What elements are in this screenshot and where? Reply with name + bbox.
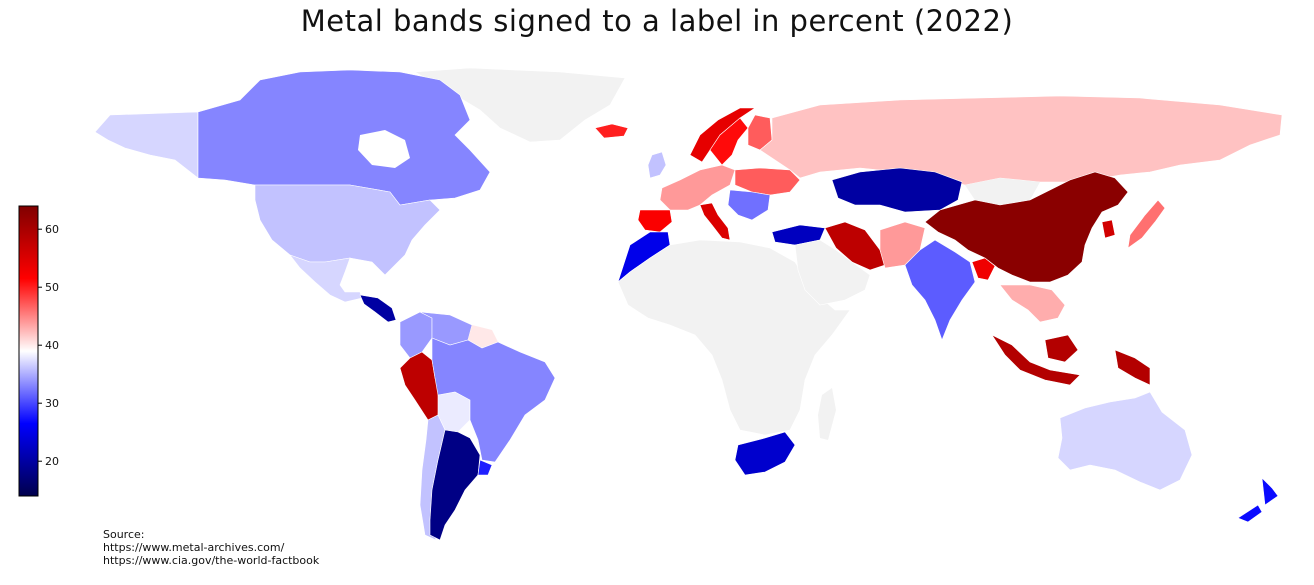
region-uk (647, 151, 667, 179)
source-label: Source: (103, 528, 145, 541)
region-western-europe (659, 164, 736, 211)
region-southeast-asia (999, 284, 1066, 323)
region-balkans (727, 189, 771, 221)
region-guianas (468, 325, 498, 348)
colorbar-gradient (18, 205, 39, 497)
region-bangladesh (971, 257, 996, 281)
region-middle-east (794, 239, 871, 306)
colorbar-tick-label: 30 (45, 397, 59, 410)
region-south-africa (734, 431, 796, 476)
region-italy (699, 202, 731, 241)
region-sweden (709, 117, 749, 166)
colorbar-tick-label: 60 (45, 223, 59, 236)
region-china (924, 171, 1129, 283)
colorbar-tick-label: 20 (45, 455, 59, 468)
region-madagascar (818, 388, 836, 440)
source-note: Source: https://www.metal-archives.com/ … (103, 528, 319, 567)
region-indonesia (1114, 349, 1151, 386)
region-iceland (594, 123, 629, 139)
region-new-zealand (1261, 477, 1279, 506)
region-indonesia (991, 334, 1081, 386)
region-central-america (359, 294, 397, 323)
region-brazil (431, 337, 556, 463)
region-greenland (413, 67, 626, 143)
region-kazakhstan (831, 167, 963, 213)
region-ukraine (734, 167, 801, 196)
region-australia (1057, 391, 1193, 491)
region-argentina (429, 429, 481, 541)
region-uruguay (477, 459, 493, 476)
source-link-world-factbook[interactable]: https://www.cia.gov/the-world-factbook (103, 554, 320, 567)
colorbar-tick-label: 40 (45, 339, 59, 352)
map-title: Metal bands signed to a label in percent… (300, 4, 1014, 38)
region-mexico (289, 254, 363, 303)
region-korea (1101, 219, 1116, 239)
region-indonesia (1044, 334, 1079, 363)
source-link-metal-archives[interactable]: https://www.metal-archives.com/ (103, 541, 285, 554)
region-africa (617, 239, 851, 436)
region-usa (254, 184, 441, 276)
region-new-zealand (1237, 504, 1263, 523)
region-norway (689, 107, 756, 163)
region-japan (1127, 199, 1166, 249)
region-india (904, 239, 976, 341)
region-mongolia (965, 178, 1040, 205)
colorbar-tick-label: 50 (45, 281, 59, 294)
